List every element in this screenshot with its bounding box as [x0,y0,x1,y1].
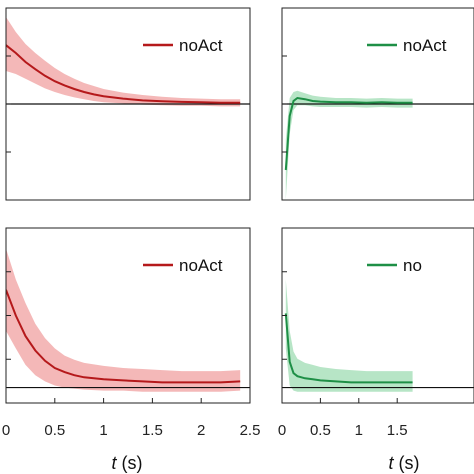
series-line-bottom-left [6,289,241,384]
x-tick-label-bottom-right-0: 0 [278,422,286,439]
x-axis-label-var: t [388,453,394,473]
x-tick-label-bottom-right-3: 1.5 [387,422,408,439]
x-tick-label-bottom-left-2: 1 [99,422,107,439]
legend-label-bottom-left: noAct [179,256,223,275]
x-tick-label-bottom-left-5: 2.5 [240,422,261,439]
confidence-band-bottom-right [285,279,413,392]
x-axis-label-var: t [111,453,117,473]
legend-label-bottom-right: no [403,256,422,275]
x-axis-label-unit: (s) [394,453,420,473]
x-tick-label-bottom-right-1: 0.5 [310,422,331,439]
x-axis-label-bottom-left: t (s) [111,453,142,473]
legend-label-top-left: noAct [179,36,223,55]
confidence-band-top-right [285,90,413,200]
x-axis-label-unit: (s) [117,453,143,473]
confidence-band-top-left [6,17,241,107]
series-line-top-right [284,96,413,171]
x-tick-label-bottom-left-0: 0 [2,422,10,439]
x-tick-label-bottom-right-2: 1 [355,422,363,439]
legend-label-top-right: noAct [403,36,447,55]
x-tick-label-bottom-left-3: 1.5 [142,422,163,439]
confidence-band-bottom-left [6,248,241,392]
x-tick-label-bottom-left-1: 0.5 [44,422,65,439]
series-line-top-left [6,44,241,104]
x-axis-label-bottom-right: t (s) [388,453,419,473]
x-tick-label-bottom-left-4: 2 [197,422,205,439]
series-line-bottom-right [284,313,413,384]
